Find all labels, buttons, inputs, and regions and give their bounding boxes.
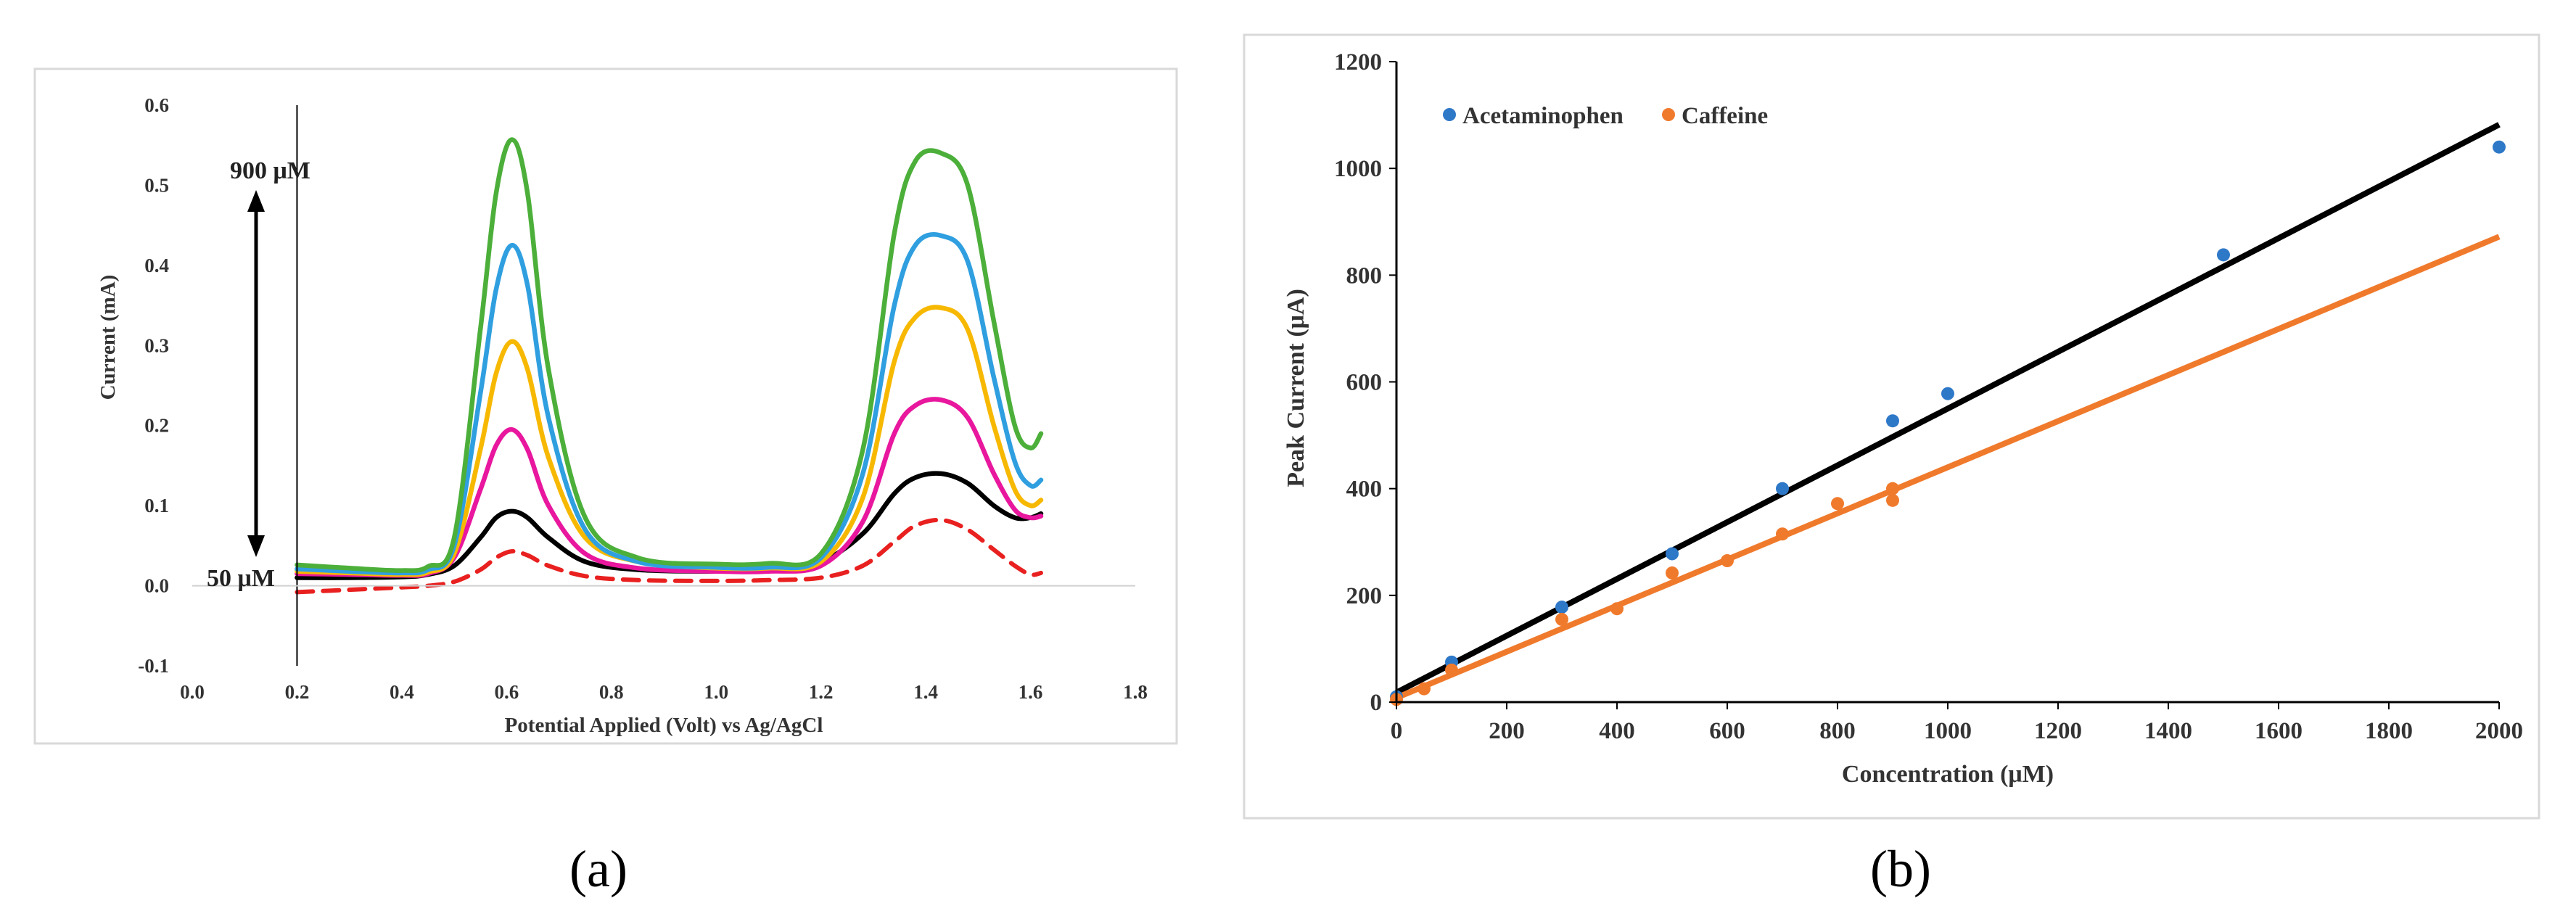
panel-a-y-tick-label: 0.6	[144, 94, 169, 116]
data-point-caffeine	[1721, 554, 1734, 568]
panel-b-x-tick-label: 1600	[2255, 718, 2303, 744]
data-point-acetaminophen	[2217, 248, 2230, 262]
panel-label-b: (b)	[1870, 840, 1931, 898]
data-point-acetaminophen	[1776, 482, 1789, 495]
data-point-acetaminophen	[1555, 601, 1568, 614]
panel-b-x-tick-label: 1200	[2034, 718, 2082, 744]
panel-b-y-tick-label: 200	[1346, 583, 1383, 609]
panel-a-x-tick-label: 1.4	[913, 681, 938, 703]
panel-a-y-tick-label: 0.3	[144, 334, 169, 356]
panel-a-y-axis-label: Current (mA)	[96, 275, 120, 400]
panel-a-y-tick-label: -0.1	[138, 655, 169, 677]
panel-label-a: (a)	[569, 840, 627, 898]
fit-line-caffeine	[1395, 234, 2501, 701]
data-point-caffeine	[1831, 497, 1844, 511]
panel-a-series-line-6	[295, 137, 1044, 573]
data-point-caffeine	[1445, 663, 1458, 677]
panel-a-x-axis-label: Potential Applied (Volt) vs Ag/AgCl	[505, 714, 823, 737]
panel-b-chart: 0 200 400 600 800 1000 1200 1400 1600 1800 2000 0 20…	[1243, 33, 2540, 820]
legend-label-acetaminophen: Acetaminophen	[1462, 103, 1624, 129]
panel-a-frame	[33, 67, 1178, 745]
panel-a-x-tick-label: 0.2	[285, 681, 310, 703]
panel-b-x-axis-label: Concentration (μM)	[1842, 761, 2054, 788]
panel-b-y-tick-label: 400	[1346, 477, 1383, 503]
panel-b-y-axis-label: Peak Current (μA)	[1283, 289, 1309, 487]
data-point-acetaminophen	[2493, 140, 2506, 154]
panel-b-x-tick-label: 200	[1489, 718, 1525, 744]
panel-a-y-tick-label: 0.4	[144, 255, 169, 276]
data-point-caffeine	[1417, 682, 1431, 696]
panel-a-x-tick-label: 1.8	[1123, 681, 1148, 703]
panel-b-y-tick-label: 0	[1370, 690, 1383, 716]
data-point-caffeine	[1610, 602, 1624, 616]
panel-b-x-tick-label: 600	[1709, 718, 1745, 744]
panel-b-y-tick-label: 1000	[1334, 156, 1382, 182]
data-point-acetaminophen	[1886, 414, 1899, 428]
concentration-arrow-head-up	[247, 190, 265, 212]
panel-a-series-line-5	[295, 232, 1044, 576]
annotation-50-um: 50 μM	[207, 565, 275, 592]
data-point-caffeine	[1886, 493, 1899, 507]
legend-label-caffeine: Caffeine	[1682, 103, 1768, 129]
legend-marker-caffeine	[1662, 108, 1675, 121]
fit-line-acetaminophen	[1395, 122, 2501, 696]
data-point-caffeine	[1555, 612, 1568, 626]
panel-a-y-tick-label: 0.2	[144, 415, 169, 437]
panel-a-x-tick-label: 0.8	[599, 681, 624, 703]
panel-b-y-tick-label: 800	[1346, 263, 1383, 289]
panel-a-y-tick-label: 0.0	[144, 575, 169, 597]
panel-a-x-tick-label: 0.6	[494, 681, 519, 703]
data-point-acetaminophen	[1666, 547, 1679, 561]
panel-b-y-tick-label: 1200	[1334, 49, 1382, 75]
panel-a-x-tick-label: 0.4	[390, 681, 414, 703]
panel-a-x-tick-label: 0.0	[180, 681, 205, 703]
data-point-caffeine	[1776, 527, 1789, 541]
data-point-acetaminophen	[1941, 387, 1954, 400]
panel-a-x-tick-label: 1.2	[809, 681, 834, 703]
panel-a-y-tick-label: 0.1	[144, 495, 169, 516]
panel-b-x-tick-label: 1400	[2144, 718, 2192, 744]
panel-b-legend: Acetaminophen Caffeine	[1443, 103, 1768, 129]
annotation-900-um: 900 μM	[230, 157, 310, 184]
data-point-caffeine	[1666, 566, 1679, 580]
panel-b-x-tick-label: 1800	[2365, 718, 2413, 744]
panel-b-x-tick-label: 0	[1391, 718, 1403, 744]
concentration-arrow-head-down	[247, 535, 265, 557]
concentration-arrow	[247, 190, 265, 557]
panel-b-y-tick-label: 600	[1346, 370, 1383, 396]
panel-b-x-tick-label: 800	[1819, 718, 1856, 744]
panel-b-x-tick-label: 1000	[1924, 718, 1972, 744]
panel-a-x-tick-label: 1.0	[704, 681, 728, 703]
legend-marker-acetaminophen	[1443, 108, 1456, 121]
panel-a-y-tick-label: 0.5	[144, 174, 169, 196]
panel-a-chart: 0.0 0.2 0.4 0.6 0.8 1.0 1.2 1.4 1.6 1.8 -0.1 0.0 0.1…	[33, 67, 1178, 745]
panel-b-x-tick-label: 2000	[2475, 718, 2523, 744]
panel-b-x-tick-label: 400	[1599, 718, 1635, 744]
data-point-caffeine	[1886, 482, 1899, 495]
panel-a-x-tick-label: 1.6	[1019, 681, 1043, 703]
